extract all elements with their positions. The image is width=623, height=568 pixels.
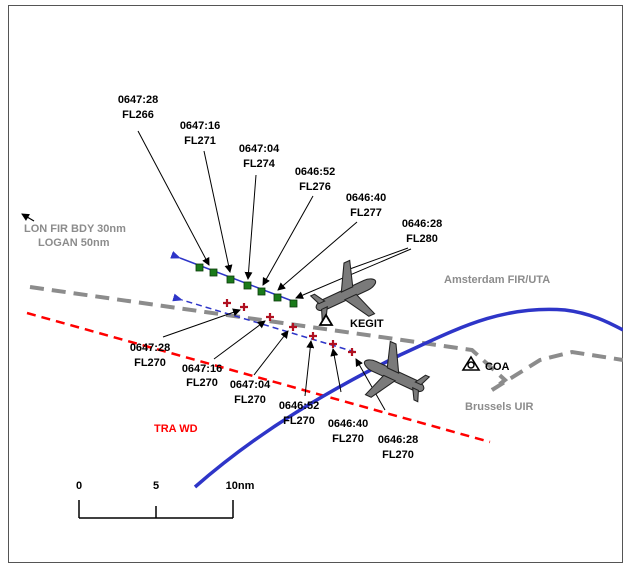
lower-time-label: 0647:16	[182, 363, 222, 375]
leader-line	[137, 130, 210, 266]
coa-vor-icon	[461, 355, 481, 371]
track-marker	[240, 303, 248, 311]
lower-level-label: FL270	[234, 394, 266, 406]
track-marker	[309, 332, 317, 340]
leader-line	[355, 358, 386, 411]
leader-line	[203, 150, 233, 273]
upper-time-label: 0646:40	[346, 192, 386, 204]
track-marker	[209, 268, 218, 277]
upper-level-label: FL276	[299, 181, 331, 193]
leader-line	[277, 221, 358, 291]
brussels-uir-label: Brussels UIR	[465, 401, 534, 413]
track-marker	[266, 313, 274, 321]
leader-line	[244, 174, 257, 280]
upper-time-label: 0647:28	[118, 94, 158, 106]
leader-line	[253, 330, 289, 376]
upper-level-label: FL274	[243, 158, 276, 170]
leader-line	[162, 308, 241, 338]
track-marker	[289, 323, 297, 331]
track-marker	[223, 299, 231, 307]
brussels-boundary-line	[490, 349, 623, 392]
lower-level-label: FL270	[186, 377, 218, 389]
leader-line	[330, 348, 342, 393]
scale-label: 10nm	[226, 480, 255, 492]
kegit-label: KEGIT	[350, 318, 384, 330]
track-marker	[273, 293, 282, 302]
leader-line	[304, 340, 315, 397]
amsterdam-fir-label: Amsterdam FIR/UTA	[444, 274, 550, 286]
lower-level-label: FL270	[332, 433, 364, 445]
lower-level-label: FL270	[283, 415, 315, 427]
lower-time-label: 0647:04	[230, 379, 271, 391]
lower-time-label: 0647:28	[130, 342, 170, 354]
leader-line	[262, 195, 314, 286]
lower-level-label: FL270	[382, 449, 414, 461]
upper-time-label: 0646:28	[402, 218, 442, 230]
upper-time-label: 0647:04	[239, 143, 280, 155]
lower-time-label: 0646:28	[378, 434, 418, 446]
track-marker	[329, 340, 337, 348]
upper-level-label: FL266	[122, 109, 154, 121]
leader-line	[295, 248, 412, 299]
coa-label: COA	[485, 361, 510, 373]
lower-time-label: 0646:52	[279, 400, 319, 412]
lower-time-label: 0646:40	[328, 418, 368, 430]
fir-blue-boundary	[193, 307, 623, 489]
track-marker	[289, 299, 298, 308]
upper-time-label: 0647:16	[180, 120, 220, 132]
scale-label: 0	[76, 480, 82, 492]
upper-level-label: FL280	[406, 233, 438, 245]
fir-boundary-line	[29, 285, 509, 392]
track-marker	[226, 275, 235, 284]
upper-track-markers	[195, 263, 298, 308]
tra-wd-label: TRA WD	[154, 423, 198, 435]
kegit-waypoint-icon	[318, 313, 334, 326]
lon-fir-label-1: LON FIR BDY 30nm	[24, 223, 126, 235]
track-marker	[243, 281, 252, 290]
track-marker	[257, 287, 266, 296]
aircraft-lower-icon	[363, 340, 431, 403]
lon-fir-label-2: LOGAN 50nm	[38, 237, 110, 249]
leader-line	[213, 320, 266, 360]
upper-time-label: 0646:52	[295, 166, 335, 178]
tra-boundary-line	[26, 311, 491, 444]
scale-bar	[78, 500, 234, 519]
lon-fir-arrow-icon	[21, 213, 35, 222]
track-marker	[195, 263, 204, 272]
upper-level-label: FL271	[184, 135, 216, 147]
lower-track-line	[172, 293, 356, 353]
leader-line	[346, 247, 409, 271]
lower-track-markers	[223, 299, 356, 356]
lower-level-label: FL270	[134, 357, 166, 369]
upper-level-label: FL277	[350, 207, 382, 219]
scale-label: 5	[153, 480, 159, 492]
track-marker	[348, 348, 356, 356]
